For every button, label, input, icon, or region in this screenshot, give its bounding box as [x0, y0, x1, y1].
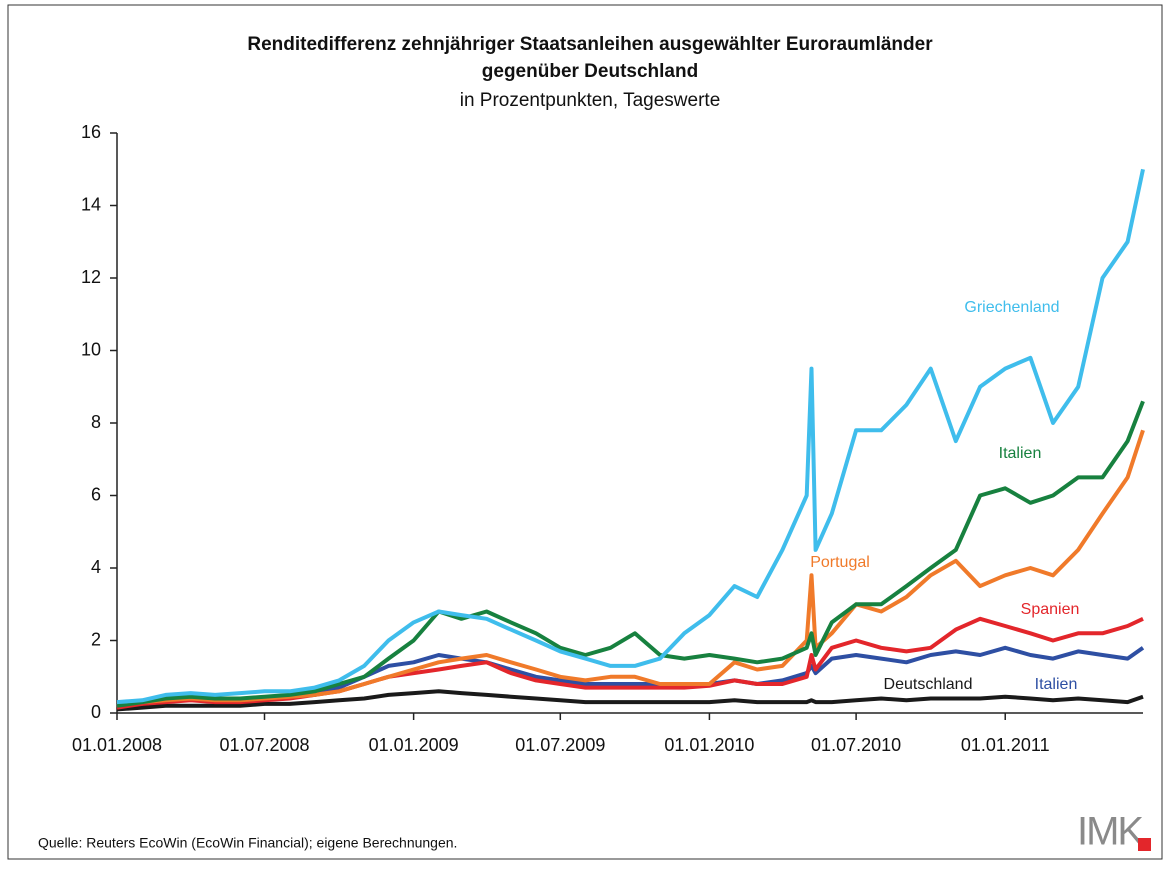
- series-label: Griechenland: [964, 299, 1059, 316]
- chart-subtitle: in Prozentpunkten, Tageswerte: [460, 90, 721, 111]
- frame: [7, 4, 1163, 860]
- y-tick-label: 0: [91, 702, 101, 722]
- chart-title: Renditedifferenz zehnjähriger Staatsanle…: [247, 34, 933, 55]
- x-tick-label: 01.01.2008: [72, 735, 162, 755]
- logo: IMK: [1077, 810, 1144, 854]
- x-tick-label: 01.07.2008: [219, 735, 309, 755]
- series-line: [116, 168, 1145, 705]
- series-line: [116, 400, 1145, 708]
- series-line: [116, 689, 1144, 712]
- y-tick-label: 12: [81, 267, 101, 287]
- logo-square: [1138, 838, 1151, 851]
- chart-title: gegenüber Deutschland: [482, 61, 698, 82]
- x-tick-label: 01.07.2010: [811, 735, 901, 755]
- series-label: Deutschland: [884, 676, 973, 693]
- series-label: Portugal: [810, 554, 870, 571]
- y-tick-label: 6: [91, 484, 101, 504]
- y-tick-label: 8: [91, 412, 101, 432]
- y-tick-label: 10: [81, 339, 101, 359]
- x-tick-label: 01.01.2009: [369, 735, 459, 755]
- y-tick-label: 14: [81, 194, 101, 214]
- series-label: Italien: [1035, 676, 1078, 693]
- y-tick-label: 4: [91, 557, 101, 577]
- x-tick-label: 01.01.2010: [664, 735, 754, 755]
- series-label: Spanien: [1021, 601, 1080, 618]
- y-tick-label: 16: [81, 122, 101, 142]
- series-line: [116, 429, 1145, 706]
- x-tick-label: 01.07.2009: [515, 735, 605, 755]
- source-note: Quelle: Reuters EcoWin (EcoWin Financial…: [38, 835, 457, 851]
- x-tick-label: 01.01.2011: [961, 735, 1050, 755]
- y-tick-label: 2: [91, 629, 101, 649]
- series-label: Italien: [999, 445, 1042, 462]
